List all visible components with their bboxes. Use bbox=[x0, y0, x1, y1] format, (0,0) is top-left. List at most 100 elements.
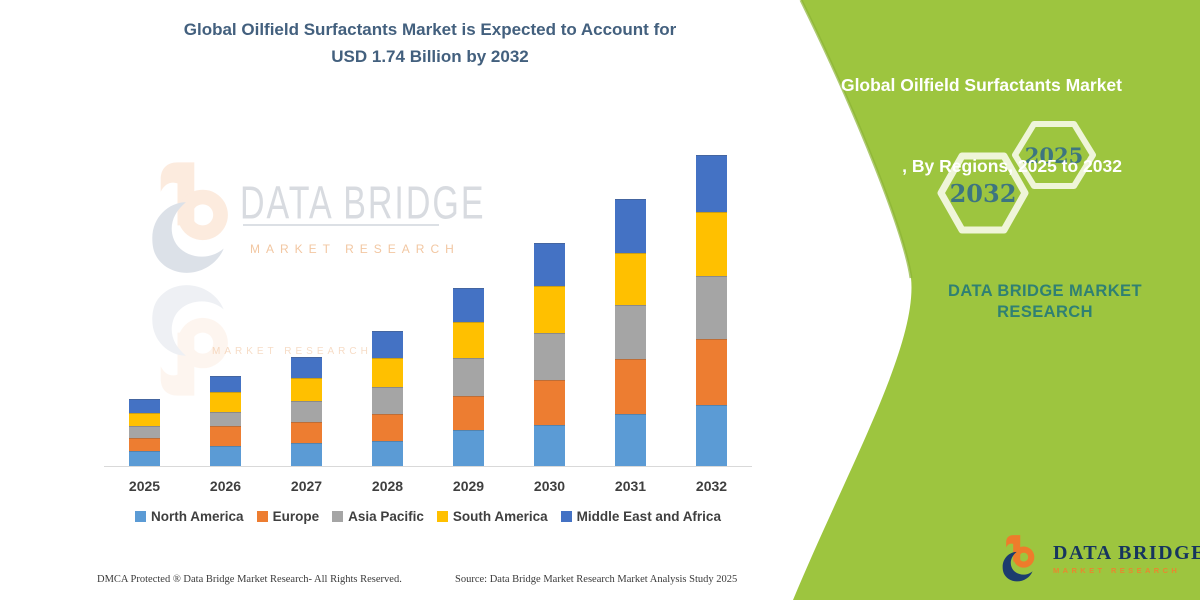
segment-europe-2026 bbox=[210, 426, 241, 446]
x-tick-2025: 2025 bbox=[128, 478, 161, 494]
chart-title: Global Oilfield Surfactants Market is Ex… bbox=[100, 16, 760, 70]
stacked-bar-2025 bbox=[129, 399, 160, 466]
x-tick-2026: 2026 bbox=[209, 478, 242, 494]
legend-swatch-north-america bbox=[135, 511, 147, 522]
segment-south-america-2026 bbox=[210, 392, 241, 412]
hexagon-2025-label: 2025 bbox=[1025, 143, 1083, 168]
segment-south-america-2025 bbox=[129, 413, 160, 426]
segment-middle-east-and-africa-2027 bbox=[291, 357, 322, 378]
segment-south-america-2029 bbox=[453, 322, 484, 358]
segment-asia-pacific-2025 bbox=[129, 426, 160, 438]
segment-middle-east-and-africa-2028 bbox=[372, 331, 403, 358]
legend-swatch-asia-pacific bbox=[332, 511, 344, 522]
segment-middle-east-and-africa-2025 bbox=[129, 399, 160, 413]
segment-europe-2032 bbox=[696, 339, 727, 405]
hexagon-2025-outline bbox=[1012, 121, 1096, 189]
bar-slot-2026 bbox=[185, 140, 266, 466]
panel-title-line2: , By Regions, 2025 to 2032 bbox=[902, 156, 1122, 176]
segment-middle-east-and-africa-2029 bbox=[453, 288, 484, 322]
bar-slot-2030 bbox=[509, 140, 590, 466]
legend-label-europe: Europe bbox=[272, 509, 320, 524]
segment-north-america-2028 bbox=[372, 441, 403, 466]
segment-asia-pacific-2028 bbox=[372, 387, 403, 414]
stacked-bar-2027 bbox=[291, 357, 322, 466]
legend-label-asia-pacific: Asia Pacific bbox=[348, 509, 424, 524]
logo-tagline: MARKET RESEARCH bbox=[1053, 565, 1181, 575]
bar-slot-2027 bbox=[266, 140, 347, 466]
legend-item-north-america: North America bbox=[135, 509, 244, 524]
segment-north-america-2027 bbox=[291, 443, 322, 466]
segment-north-america-2032 bbox=[696, 405, 727, 466]
legend-item-europe: Europe bbox=[256, 509, 320, 524]
legend-item-middle-east-and-africa: Middle East and Africa bbox=[560, 509, 721, 524]
hexagon-2032-outline bbox=[937, 152, 1029, 234]
legend-label-south-america: South America bbox=[452, 509, 548, 524]
segment-north-america-2029 bbox=[453, 430, 484, 466]
segment-north-america-2031 bbox=[615, 414, 646, 466]
segment-north-america-2025 bbox=[129, 451, 160, 466]
segment-europe-2027 bbox=[291, 422, 322, 443]
panel-brand-line2: RESEARCH bbox=[997, 303, 1093, 321]
segment-south-america-2030 bbox=[534, 286, 565, 333]
chart-title-line2: USD 1.74 Billion by 2032 bbox=[331, 47, 529, 66]
bar-slot-2032 bbox=[671, 140, 752, 466]
bar-slot-2031 bbox=[590, 140, 671, 466]
segment-south-america-2032 bbox=[696, 212, 727, 276]
legend-swatch-south-america bbox=[436, 511, 448, 522]
chart-legend: North America Europe Asia Pacific South Ame… bbox=[80, 509, 776, 524]
footer-copyright: DMCA Protected ® Data Bridge Market Rese… bbox=[97, 574, 402, 585]
hexagon-2032-label: 2032 bbox=[950, 179, 1017, 208]
chart-title-line1: Global Oilfield Surfactants Market is Ex… bbox=[183, 20, 677, 39]
segment-europe-2030 bbox=[534, 380, 565, 425]
segment-middle-east-and-africa-2026 bbox=[210, 376, 241, 392]
segment-europe-2025 bbox=[129, 438, 160, 451]
segment-middle-east-and-africa-2030 bbox=[534, 243, 565, 286]
x-tick-2030: 2030 bbox=[533, 478, 566, 494]
segment-middle-east-and-africa-2031 bbox=[615, 199, 646, 253]
x-tick-2031: 2031 bbox=[614, 478, 647, 494]
legend-swatch-middle-east-and-africa bbox=[560, 511, 572, 522]
bar-slot-2028 bbox=[347, 140, 428, 466]
segment-north-america-2030 bbox=[534, 425, 565, 466]
logo-text: DATA BRIDGE MARKET RESEARCH bbox=[1053, 542, 1200, 575]
segment-south-america-2027 bbox=[291, 378, 322, 401]
segment-asia-pacific-2032 bbox=[696, 276, 727, 339]
segment-north-america-2026 bbox=[210, 446, 241, 466]
segment-europe-2029 bbox=[453, 396, 484, 430]
legend-item-asia-pacific: Asia Pacific bbox=[332, 509, 424, 524]
bar-slot-2029 bbox=[428, 140, 509, 466]
x-tick-2027: 2027 bbox=[290, 478, 323, 494]
segment-asia-pacific-2029 bbox=[453, 358, 484, 396]
panel-title: Global Oilfield Surfactants Market , By … bbox=[841, 18, 1122, 234]
legend-label-north-america: North America bbox=[151, 509, 244, 524]
green-panel-edge-highlight bbox=[799, 0, 913, 279]
segment-south-america-2031 bbox=[615, 253, 646, 305]
stacked-bar-2028 bbox=[372, 331, 403, 466]
segment-europe-2028 bbox=[372, 414, 403, 441]
segment-asia-pacific-2027 bbox=[291, 401, 322, 422]
segment-europe-2031 bbox=[615, 359, 646, 414]
data-bridge-logo-icon bbox=[1002, 535, 1035, 582]
segment-asia-pacific-2030 bbox=[534, 333, 565, 380]
plot-area bbox=[104, 140, 752, 467]
logo-name: DATA BRIDGE bbox=[1053, 541, 1200, 564]
x-axis-labels: 2025 2026 2027 2028 2029 2030 2031 2032 bbox=[104, 478, 752, 494]
stacked-bar-2031 bbox=[615, 199, 646, 466]
panel-title-line1: Global Oilfield Surfactants Market bbox=[840, 75, 1122, 95]
legend-item-south-america: South America bbox=[436, 509, 548, 524]
segment-south-america-2028 bbox=[372, 358, 403, 387]
x-tick-2032: 2032 bbox=[695, 478, 728, 494]
stacked-bar-2029 bbox=[453, 288, 484, 466]
stacked-bar-2032 bbox=[696, 155, 727, 466]
x-tick-2028: 2028 bbox=[371, 478, 404, 494]
bar-slot-2025 bbox=[104, 140, 185, 466]
x-tick-2029: 2029 bbox=[452, 478, 485, 494]
legend-swatch-europe bbox=[256, 511, 268, 522]
stacked-bar-2030 bbox=[534, 243, 565, 466]
legend-label-middle-east-and-africa: Middle East and Africa bbox=[576, 509, 721, 524]
stacked-bar-2026 bbox=[210, 376, 241, 466]
data-bridge-logo: DATA BRIDGE MARKET RESEARCH bbox=[1000, 533, 1200, 583]
footer-source: Source: Data Bridge Market Research Mark… bbox=[455, 574, 738, 585]
